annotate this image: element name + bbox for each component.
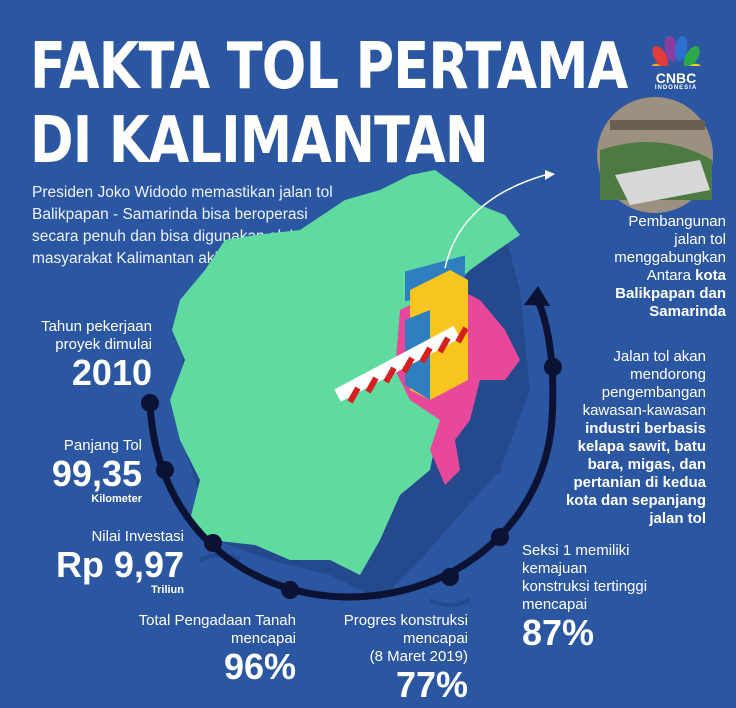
cnbc-logo: CNBC INDONESIA <box>640 35 712 91</box>
fact-progress: Progres konstruksi mencapai (8 Maret 201… <box>343 612 468 705</box>
fact-investment: Nilai Investasi Rp 9,97 Triliun <box>55 528 184 596</box>
pointer-line <box>444 174 546 269</box>
fact-land: Total Pengadaan Tanah mencapai 96% <box>138 612 296 687</box>
timeline-dots <box>141 358 562 599</box>
toll-gate-barrier <box>334 326 461 402</box>
arrow-head-icon <box>524 286 550 306</box>
fact-length: Panjang Tol 99,35 Kilometer <box>51 437 142 505</box>
page-title: FAKTA TOL PERTAMA DI KALIMANTAN <box>30 30 628 178</box>
connect-text: Pembangunan jalan tol menggabungkan Anta… <box>614 213 726 320</box>
impact-text: Jalan tol akan mendorong pengembangan ka… <box>565 348 706 527</box>
fact-section1: Seksi 1 memiliki kemajuan konstruksi ter… <box>522 542 648 653</box>
fact-start: Tahun pekerjaan proyek dimulai 2010 <box>41 318 152 393</box>
